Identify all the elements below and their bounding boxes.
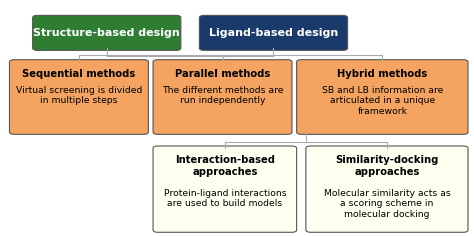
Text: Parallel methods: Parallel methods: [175, 69, 270, 79]
FancyBboxPatch shape: [297, 60, 468, 134]
Text: Molecular similarity acts as
a scoring scheme in
molecular docking: Molecular similarity acts as a scoring s…: [324, 189, 450, 219]
Text: Hybrid methods: Hybrid methods: [337, 69, 428, 79]
FancyBboxPatch shape: [33, 15, 181, 50]
Text: Virtual screening is divided
in multiple steps: Virtual screening is divided in multiple…: [16, 86, 142, 105]
Text: SB and LB information are
articulated in a unique
framework: SB and LB information are articulated in…: [322, 86, 443, 116]
FancyBboxPatch shape: [9, 60, 148, 134]
Text: Protein-ligand interactions
are used to build models: Protein-ligand interactions are used to …: [164, 189, 286, 208]
FancyBboxPatch shape: [153, 146, 297, 232]
Text: Structure-based design: Structure-based design: [33, 28, 180, 38]
Text: Ligand-based design: Ligand-based design: [209, 28, 338, 38]
FancyBboxPatch shape: [153, 60, 292, 134]
Text: Similarity-docking
approaches: Similarity-docking approaches: [335, 155, 438, 177]
Text: The different methods are
run independently: The different methods are run independen…: [162, 86, 283, 105]
Text: Sequential methods: Sequential methods: [22, 69, 136, 79]
Text: Interaction-based
approaches: Interaction-based approaches: [175, 155, 275, 177]
FancyBboxPatch shape: [200, 15, 347, 50]
FancyBboxPatch shape: [306, 146, 468, 232]
